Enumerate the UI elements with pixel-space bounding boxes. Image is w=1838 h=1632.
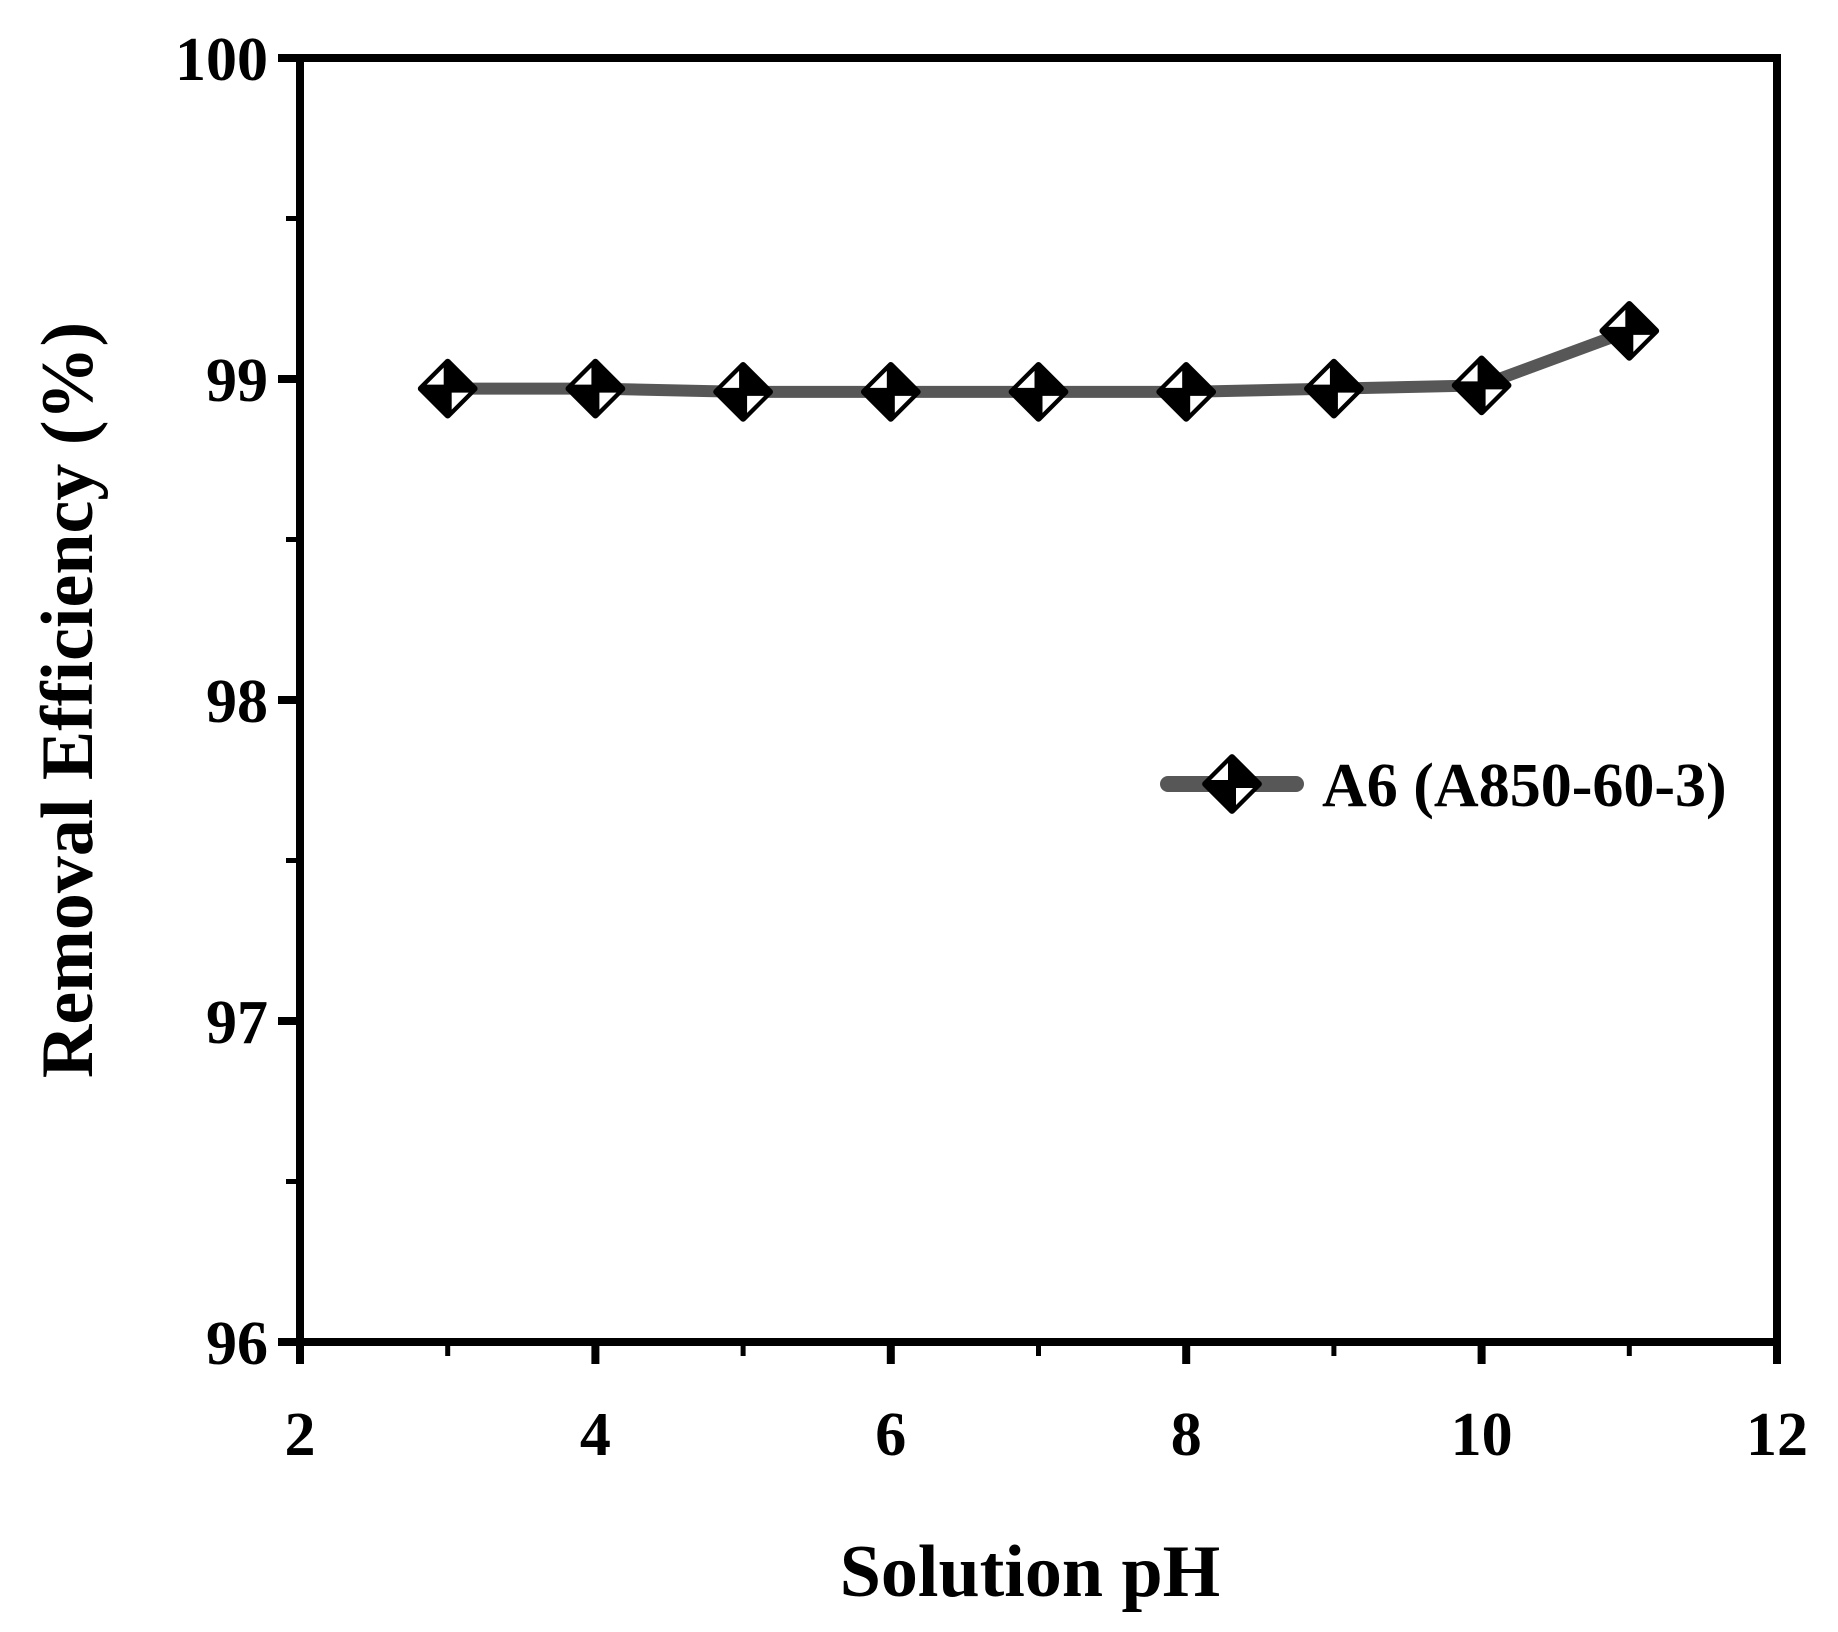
y-tick-label: 100: [175, 26, 268, 94]
marker-diamond: [1304, 358, 1364, 419]
legend-marker-icon: [1202, 754, 1262, 814]
legend-marker: [1202, 754, 1262, 814]
marker-nw-notch: [1608, 309, 1626, 327]
data-point-marker: [1304, 358, 1364, 419]
x-tick-label: 10: [1451, 1401, 1513, 1469]
data-point-marker: [1008, 361, 1069, 422]
marker-se-notch: [747, 395, 765, 413]
marker-diamond: [860, 361, 921, 422]
marker-nw-notch: [869, 370, 887, 388]
x-tick-label: 8: [1171, 1401, 1202, 1469]
marker-nw-notch: [1165, 370, 1183, 388]
x-tick-label: 2: [285, 1401, 316, 1469]
data-point-marker: [565, 358, 626, 419]
data-point-marker: [713, 361, 773, 422]
marker-nw-notch: [1017, 370, 1035, 388]
y-tick-labels: 96 97 98 99 100: [175, 26, 268, 1378]
marker-diamond: [1202, 754, 1262, 814]
marker-diamond: [713, 361, 773, 422]
y-tick-label: 98: [206, 668, 268, 736]
data-point-marker: [860, 361, 921, 422]
marker-nw-notch: [1312, 367, 1330, 385]
marker-nw-notch: [574, 367, 592, 385]
marker-nw-notch: [1460, 364, 1478, 382]
marker-se-notch: [451, 392, 469, 410]
marker-nw-notch: [426, 367, 444, 385]
x-tick-label: 6: [875, 1401, 906, 1469]
marker-se-notch: [599, 392, 617, 410]
marker-diamond: [417, 358, 478, 419]
marker-se-notch: [1190, 395, 1208, 413]
plot-box: [296, 54, 1781, 1346]
y-tick-label: 97: [206, 989, 268, 1057]
data-point-marker: [1156, 361, 1217, 422]
marker-diamond: [1451, 355, 1512, 416]
marker-se-notch: [1485, 389, 1503, 407]
marker-diamond: [565, 358, 626, 419]
data-point-marker: [1451, 355, 1512, 416]
data-point-marker: [417, 358, 478, 419]
x-tick-labels: 2 4 6 8 10 12: [285, 1401, 1809, 1469]
y-major-ticks: [278, 54, 302, 1346]
x-minor-ticks: [445, 1340, 1632, 1356]
legend-label: A6 (A850-60-3): [1322, 752, 1727, 820]
marker-se-notch: [1236, 788, 1253, 805]
y-minor-ticks: [286, 216, 302, 1184]
marker-diamond: [1599, 300, 1660, 361]
x-tick-label: 12: [1746, 1401, 1808, 1469]
marker-se-notch: [894, 395, 912, 413]
data-point-marker: [1599, 300, 1660, 361]
x-major-ticks: [296, 1340, 1781, 1364]
y-tick-label: 99: [206, 347, 268, 415]
marker-diamond: [1156, 361, 1217, 422]
series-marker-layer: [417, 300, 1660, 422]
marker-diamond: [1008, 361, 1069, 422]
y-axis-title: Removal Efficiency (%): [27, 322, 109, 1078]
x-axis-title: Solution pH: [840, 1531, 1220, 1613]
marker-se-notch: [1633, 334, 1651, 352]
marker-nw-notch: [1211, 763, 1228, 780]
marker-se-notch: [1337, 392, 1355, 410]
y-tick-label: 96: [206, 1310, 268, 1378]
marker-se-notch: [1042, 395, 1060, 413]
x-tick-label: 4: [580, 1401, 611, 1469]
marker-nw-notch: [722, 370, 740, 388]
legend: A6 (A850-60-3): [1160, 752, 1727, 820]
